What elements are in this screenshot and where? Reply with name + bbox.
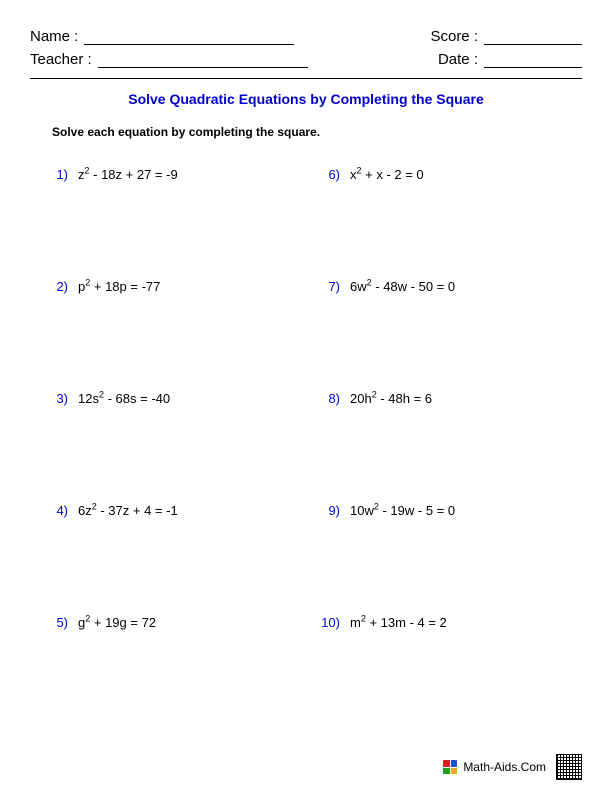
problem-item: 8) 20h2 - 48h = 6: [310, 391, 582, 503]
teacher-label: Teacher :: [30, 51, 92, 68]
date-line[interactable]: [484, 67, 582, 68]
problem-equation: m2 + 13m - 4 = 2: [350, 615, 447, 630]
problem-number: 4): [38, 503, 68, 518]
problem-equation: z2 - 18z + 27 = -9: [78, 167, 178, 182]
date-label: Date :: [438, 51, 478, 68]
footer-site: Math-Aids.Com: [463, 760, 546, 774]
name-line[interactable]: [84, 44, 294, 45]
score-label: Score :: [430, 28, 478, 45]
score-field: Score :: [430, 28, 582, 45]
problem-equation: g2 + 19g = 72: [78, 615, 156, 630]
problem-item: 4) 6z2 - 37z + 4 = -1: [38, 503, 310, 615]
problem-item: 6) x2 + x - 2 = 0: [310, 167, 582, 279]
date-field: Date :: [438, 51, 582, 68]
problem-number: 7): [310, 279, 340, 294]
problem-item: 9) 10w2 - 19w - 5 = 0: [310, 503, 582, 615]
problem-number: 6): [310, 167, 340, 182]
problem-number: 1): [38, 167, 68, 182]
problem-number: 3): [38, 391, 68, 406]
problems-grid: 1) z2 - 18z + 27 = -9 2) p2 + 18p = -77 3) 12…: [30, 167, 582, 727]
problem-equation: 6w2 - 48w - 50 = 0: [350, 279, 455, 294]
problem-equation: 6z2 - 37z + 4 = -1: [78, 503, 178, 518]
problem-equation: 20h2 - 48h = 6: [350, 391, 432, 406]
problem-number: 2): [38, 279, 68, 294]
header-row-1: Name : Score :: [30, 28, 582, 45]
problem-number: 10): [310, 615, 340, 630]
problem-equation: p2 + 18p = -77: [78, 279, 160, 294]
problem-item: 5) g2 + 19g = 72: [38, 615, 310, 727]
footer: Math-Aids.Com: [443, 754, 582, 780]
problem-item: 3) 12s2 - 68s = -40: [38, 391, 310, 503]
problem-item: 10) m2 + 13m - 4 = 2: [310, 615, 582, 727]
worksheet-title: Solve Quadratic Equations by Completing …: [30, 91, 582, 107]
name-label: Name :: [30, 28, 78, 45]
problem-equation: 10w2 - 19w - 5 = 0: [350, 503, 455, 518]
qr-code-icon: [556, 754, 582, 780]
teacher-field: Teacher :: [30, 51, 308, 68]
problem-equation: x2 + x - 2 = 0: [350, 167, 424, 182]
score-line[interactable]: [484, 44, 582, 45]
teacher-line[interactable]: [98, 67, 308, 68]
header-row-2: Teacher : Date :: [30, 51, 582, 68]
problem-item: 1) z2 - 18z + 27 = -9: [38, 167, 310, 279]
instruction-text: Solve each equation by completing the sq…: [52, 125, 582, 139]
problem-item: 7) 6w2 - 48w - 50 = 0: [310, 279, 582, 391]
problem-equation: 12s2 - 68s = -40: [78, 391, 170, 406]
problem-number: 9): [310, 503, 340, 518]
problem-item: 2) p2 + 18p = -77: [38, 279, 310, 391]
problem-number: 8): [310, 391, 340, 406]
header-divider: [30, 78, 582, 79]
name-field: Name :: [30, 28, 294, 45]
problem-number: 5): [38, 615, 68, 630]
logo-icon: [443, 760, 457, 774]
